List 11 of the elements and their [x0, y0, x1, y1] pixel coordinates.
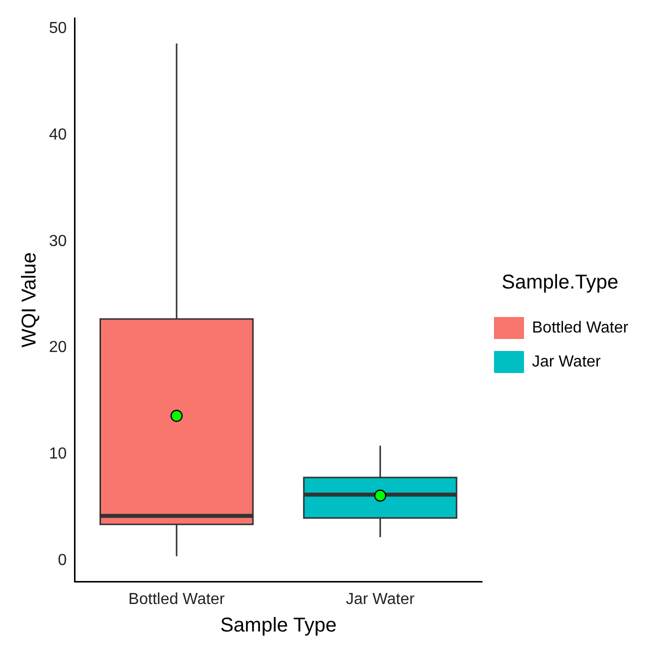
y-tick-label: 20 — [49, 339, 67, 356]
legend-label: Jar Water — [532, 353, 602, 370]
y-tick-label: 40 — [49, 126, 67, 144]
y-tick-label: 30 — [49, 232, 67, 250]
y-axis-title: WQI Value — [18, 252, 41, 348]
y-tick-label: 50 — [49, 20, 67, 38]
y-tick-label: 10 — [49, 446, 67, 463]
x-axis-title: Sample Type — [220, 614, 337, 637]
y-tick-label: 0 — [58, 552, 67, 569]
legend-label: Bottled Water — [532, 319, 630, 336]
legend-title: Sample.Type — [502, 272, 618, 294]
